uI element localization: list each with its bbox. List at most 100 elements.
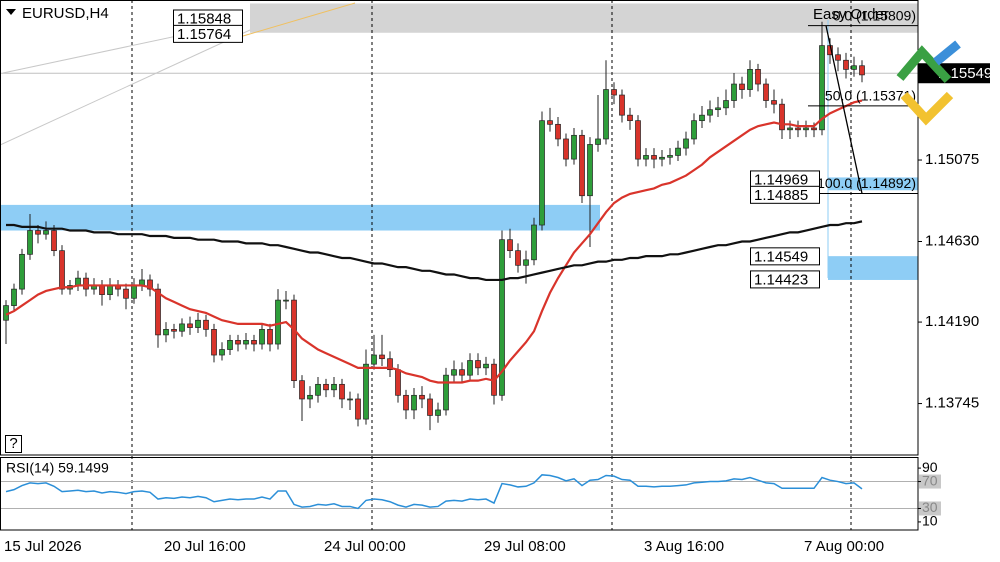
candle-body (275, 299, 281, 345)
fib-label: 0.0 (1.15809) (833, 7, 916, 23)
candle-body (419, 394, 425, 400)
y-tick-label: 1.14630 (925, 232, 979, 249)
moving-average (6, 220, 863, 282)
candle-body (531, 224, 537, 261)
rsi-line (5, 474, 863, 510)
candle-body (283, 299, 289, 302)
candle-body (27, 230, 33, 255)
price-label: 1.14423 (754, 271, 808, 288)
candle-body (683, 138, 689, 149)
candle-body (835, 54, 841, 61)
candle-body (643, 155, 649, 160)
candle-body (59, 250, 65, 290)
help-box[interactable] (5, 435, 22, 453)
candle-body (555, 123, 561, 140)
candle-body (11, 288, 17, 306)
rsi-tick-label: 30 (922, 499, 938, 515)
logo-yellow (900, 91, 954, 126)
price-label: 1.14885 (754, 187, 808, 204)
candle-body (699, 114, 705, 122)
price-label: 1.14549 (754, 248, 808, 265)
rsi-level-box (919, 474, 941, 489)
zone (0, 204, 600, 231)
candle-body (755, 69, 761, 85)
candle-body (563, 138, 569, 160)
candle-body (723, 100, 729, 109)
price-label-box (750, 185, 820, 204)
candle-body (195, 319, 201, 328)
x-tick-label: 29 Jul 08:00 (484, 538, 566, 555)
candle-body (779, 103, 785, 131)
candle-body (859, 65, 865, 76)
price-label-box (750, 247, 820, 266)
candle-body (739, 83, 745, 90)
candle-body (819, 45, 825, 131)
zone (828, 256, 918, 280)
candle-body (787, 127, 793, 131)
candle-body (315, 383, 321, 396)
candle-body (131, 285, 137, 299)
rsi-tick-label: 90 (922, 459, 938, 475)
candle-body (387, 358, 393, 371)
candle-body (587, 144, 593, 197)
trend-line (0, 29, 251, 146)
candle-body (811, 127, 817, 131)
logo (896, 40, 961, 126)
help[interactable]: ? (9, 435, 17, 452)
candle-body (99, 285, 105, 295)
candle-body (611, 89, 617, 96)
zones (0, 3, 918, 280)
candle-body (747, 69, 753, 90)
candle-body (403, 394, 409, 411)
candle-body (483, 363, 489, 369)
price-label: 1.14969 (754, 171, 808, 188)
rsi-level-box (919, 501, 941, 516)
price-label: 1.15764 (177, 26, 231, 43)
y-tick-label: 1.14190 (925, 313, 979, 330)
candle-body (763, 83, 769, 101)
candle-body (595, 138, 601, 145)
candle-body (851, 65, 857, 70)
candle-body (795, 127, 801, 131)
candle-body (179, 323, 185, 332)
candle-body (243, 340, 249, 345)
candle-body (395, 369, 401, 396)
candle-body (731, 83, 737, 101)
x-tick-label: 20 Jul 16:00 (164, 538, 246, 555)
candle-body (147, 279, 153, 290)
candle-body (803, 127, 809, 131)
candle-body (171, 329, 177, 332)
candle-body (443, 374, 449, 411)
symbol: EURUSD,H4 (22, 5, 109, 22)
logo-blue (933, 40, 961, 66)
candle-body (379, 354, 385, 360)
candle-body (251, 340, 257, 345)
candle-body (35, 230, 41, 235)
price-label-box (750, 270, 820, 289)
rsi-title: RSI(14) 59.1499 (6, 460, 109, 476)
x-tick-label: 3 Aug 16:00 (644, 538, 724, 555)
candle-body (691, 120, 697, 140)
candle-body (659, 156, 665, 160)
candle-body (123, 288, 129, 299)
candle-body (627, 114, 633, 122)
candle-body (51, 230, 57, 252)
candle-body (107, 285, 113, 295)
moving-average (5, 99, 863, 384)
current-price: 1.15549 (938, 65, 992, 82)
candle-body (635, 120, 641, 160)
candle-body (475, 360, 481, 369)
candle-body (307, 394, 313, 400)
logo-green (896, 45, 952, 84)
candle-body (843, 59, 849, 70)
candle-body (619, 94, 625, 116)
candle-body (459, 369, 465, 376)
symbol-menu-arrow[interactable] (6, 9, 16, 15)
candle-body (363, 363, 369, 420)
candle-body (651, 155, 657, 160)
candle-body (19, 253, 25, 290)
candle-body (355, 398, 361, 420)
